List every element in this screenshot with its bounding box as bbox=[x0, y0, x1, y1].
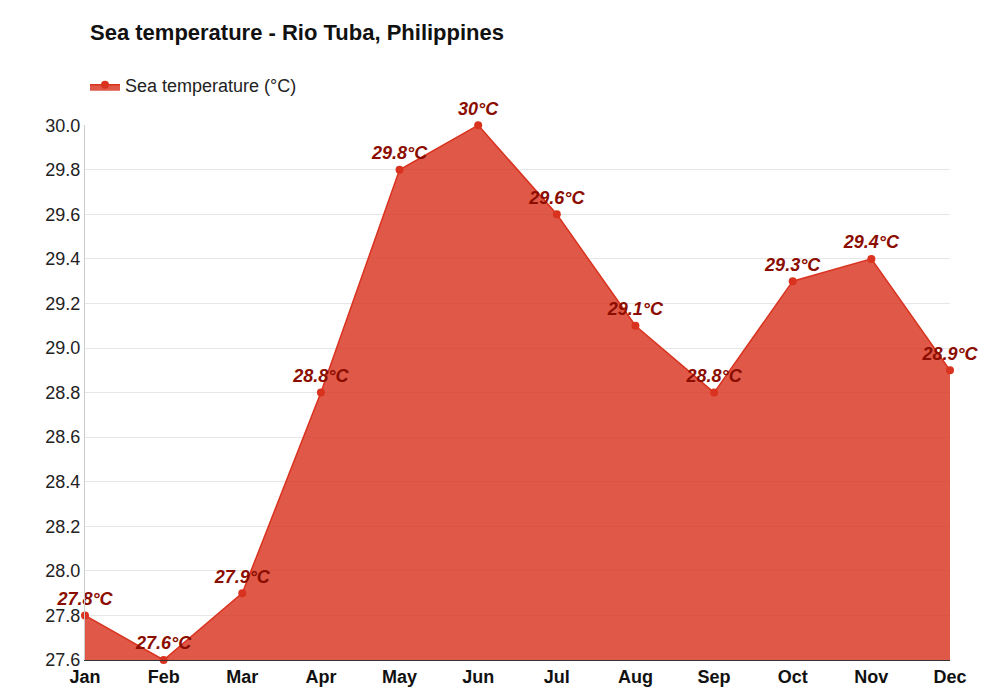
svg-text:Jun: Jun bbox=[462, 667, 494, 687]
svg-text:29.6°C: 29.6°C bbox=[528, 188, 585, 208]
svg-text:Aug: Aug bbox=[618, 667, 653, 687]
svg-text:28.0: 28.0 bbox=[45, 561, 80, 581]
svg-text:29.3°C: 29.3°C bbox=[764, 255, 821, 275]
svg-text:29.2: 29.2 bbox=[45, 294, 80, 314]
svg-text:Jan: Jan bbox=[69, 667, 100, 687]
svg-text:30.0: 30.0 bbox=[45, 116, 80, 136]
svg-text:Nov: Nov bbox=[854, 667, 888, 687]
svg-text:Sep: Sep bbox=[698, 667, 731, 687]
svg-text:27.8°C: 27.8°C bbox=[56, 589, 113, 609]
svg-text:Jul: Jul bbox=[544, 667, 570, 687]
svg-text:29.1°C: 29.1°C bbox=[607, 299, 664, 319]
svg-text:Mar: Mar bbox=[226, 667, 258, 687]
svg-text:29.0: 29.0 bbox=[45, 338, 80, 358]
svg-text:27.6: 27.6 bbox=[45, 650, 80, 670]
svg-text:Apr: Apr bbox=[305, 667, 336, 687]
svg-text:28.8°C: 28.8°C bbox=[685, 366, 742, 386]
svg-text:27.8: 27.8 bbox=[45, 606, 80, 626]
svg-text:28.2: 28.2 bbox=[45, 517, 80, 537]
svg-text:28.9°C: 28.9°C bbox=[921, 344, 978, 364]
svg-text:Sea temperature - Rio Tuba, Ph: Sea temperature - Rio Tuba, Philippines bbox=[90, 20, 504, 45]
svg-text:30°C: 30°C bbox=[458, 99, 499, 119]
svg-text:Feb: Feb bbox=[148, 667, 180, 687]
svg-text:28.8: 28.8 bbox=[45, 383, 80, 403]
svg-text:Sea temperature (°C): Sea temperature (°C) bbox=[125, 76, 296, 96]
svg-text:27.9°C: 27.9°C bbox=[214, 567, 271, 587]
svg-text:May: May bbox=[382, 667, 417, 687]
svg-text:29.8: 29.8 bbox=[45, 160, 80, 180]
svg-text:Dec: Dec bbox=[933, 667, 966, 687]
svg-text:28.8°C: 28.8°C bbox=[292, 366, 349, 386]
svg-text:29.4: 29.4 bbox=[45, 249, 80, 269]
svg-text:Oct: Oct bbox=[778, 667, 808, 687]
svg-text:29.4°C: 29.4°C bbox=[843, 232, 900, 252]
svg-text:28.4: 28.4 bbox=[45, 472, 80, 492]
svg-text:28.6: 28.6 bbox=[45, 427, 80, 447]
svg-text:29.6: 29.6 bbox=[45, 205, 80, 225]
svg-text:29.8°C: 29.8°C bbox=[371, 143, 428, 163]
svg-text:27.6°C: 27.6°C bbox=[135, 634, 192, 654]
